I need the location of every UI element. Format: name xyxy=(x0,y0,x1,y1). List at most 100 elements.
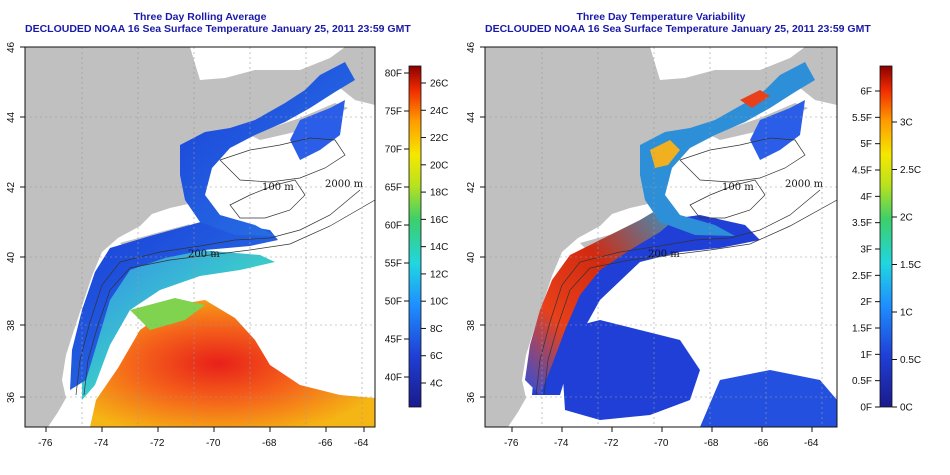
right-colorbar-c-label: 1.5C xyxy=(900,260,921,271)
right-var-bof-red xyxy=(740,90,770,108)
right-isobath-label-2000: 2000 m xyxy=(785,179,824,190)
left-y-tick-38: 38 xyxy=(6,319,17,331)
right-colorbar-f-label: 3.5F xyxy=(852,218,872,229)
left-isobath-label-2000: 2000 m xyxy=(325,179,364,190)
right-isobath-label-200: 200 m xyxy=(648,249,680,260)
right-x-tick-70: -70 xyxy=(654,438,669,449)
left-y-tick-46: 46 xyxy=(6,41,17,53)
right-map: 200 m 100 m 2000 m xyxy=(485,47,837,427)
right-colorbar-gradient xyxy=(879,65,893,408)
left-colorbar-gradient xyxy=(408,65,422,408)
left-x-tick-72: -72 xyxy=(150,438,165,449)
left-colorbar-f-label: 50F xyxy=(385,297,402,308)
right-colorbar-f-label: 0.5F xyxy=(852,376,872,387)
right-colorbar-f-label: 4.5F xyxy=(852,166,872,177)
left-colorbar-c-scale: 26C 24C 22C 20C 18C 16C 14C 12C 10C 8C 6C 4C xyxy=(421,79,448,390)
left-x-tick-66: -66 xyxy=(318,438,333,449)
left-x-tick-68: -68 xyxy=(262,438,277,449)
right-colorbar-c-label: 3C xyxy=(900,118,913,129)
right-colorbar-f-label: 0F xyxy=(860,403,872,414)
right-isobath-gom xyxy=(679,137,806,183)
right-colorbar-c-label: 1C xyxy=(900,308,913,319)
left-y-axis: 36 38 40 42 44 46 xyxy=(6,41,25,403)
left-colorbar-f-label: 65F xyxy=(385,183,402,194)
left-colorbar-f-label: 55F xyxy=(385,259,402,270)
left-subtitle: DECLOUDED NOAA 16 Sea Surface Temperatur… xyxy=(25,23,411,35)
right-colorbar-c-scale: 3C 2.5C 2C 1.5C 1C 0.5C 0C xyxy=(892,118,921,414)
left-y-tick-36: 36 xyxy=(6,391,17,403)
left-x-tick-74: -74 xyxy=(94,438,109,449)
right-y-tick-40: 40 xyxy=(466,251,477,263)
left-sst-gulfofmaine xyxy=(180,62,355,236)
left-sst-green-patch xyxy=(130,298,205,330)
left-colorbar-f-label: 40F xyxy=(385,373,402,384)
left-title: Three Day Rolling Average DECLOUDED NOAA… xyxy=(25,11,411,35)
right-y-axis: 36 38 40 42 44 46 xyxy=(466,41,485,403)
left-colorbar-c-label: 26C xyxy=(430,79,448,90)
left-colorbar-c-label: 16C xyxy=(430,215,448,226)
right-y-tick-46: 46 xyxy=(466,41,477,53)
right-x-tick-76: -76 xyxy=(504,438,519,449)
right-var-offshore xyxy=(560,320,700,420)
right-map-frame xyxy=(484,46,838,428)
right-colorbar-f-scale: 6F 5.5F 5F 4.5F 4F 3.5F 3F 2.5F 2F 1.5F 1F 0.5F 0F xyxy=(852,87,880,414)
right-colorbar-f-label: 5.5F xyxy=(852,113,872,124)
left-sst-slope xyxy=(82,250,275,400)
left-x-tick-70: -70 xyxy=(206,438,221,449)
left-land-mainland xyxy=(25,47,375,427)
left-colorbar-c-label: 24C xyxy=(430,106,448,117)
left-colorbar: 80F 75F 70F 65F 60F 55F 50F 45F 40F 26C 24C 22C 20C… xyxy=(385,65,448,408)
right-colorbar-f-label: 5F xyxy=(860,139,872,150)
right-x-tick-66: -66 xyxy=(754,438,769,449)
right-var-scotian xyxy=(750,100,805,160)
right-var-slope xyxy=(525,208,680,395)
left-map-frame xyxy=(24,46,376,428)
left-colorbar-f-label: 70F xyxy=(385,145,402,156)
left-colorbar-c-label: 6C xyxy=(430,351,443,362)
right-x-axis: -76 -74 -72 -70 -68 -66 -64 xyxy=(504,427,819,449)
left-sst-gulfstream xyxy=(90,300,375,427)
right-var-offshore2 xyxy=(700,370,837,427)
right-x-tick-72: -72 xyxy=(604,438,619,449)
right-grid xyxy=(485,47,837,427)
left-isobath-gom xyxy=(219,137,346,183)
left-colorbar-f-label: 80F xyxy=(385,69,402,80)
right-isobath-200m xyxy=(535,189,821,396)
right-colorbar-f-label: 6F xyxy=(860,87,872,98)
right-isobath-label-100: 100 m xyxy=(722,182,754,193)
right-y-tick-42: 42 xyxy=(466,181,477,193)
left-sst-shelf xyxy=(70,218,278,390)
left-colorbar-c-label: 14C xyxy=(430,242,448,253)
left-grid xyxy=(25,47,375,427)
left-colorbar-f-label: 60F xyxy=(385,221,402,232)
left-y-tick-40: 40 xyxy=(6,251,17,263)
right-x-tick-68: -68 xyxy=(704,438,719,449)
left-isobath-label-200: 200 m xyxy=(188,249,220,260)
right-colorbar-f-label: 2.5F xyxy=(852,271,872,282)
left-isobath-2000m xyxy=(83,199,375,396)
left-colorbar-c-label: 22C xyxy=(430,133,448,144)
right-y-tick-38: 38 xyxy=(466,319,477,331)
right-var-gom xyxy=(640,62,815,236)
right-colorbar-c-label: 2C xyxy=(900,213,913,224)
right-x-tick-64: -64 xyxy=(804,438,819,449)
right-colorbar-f-label: 4F xyxy=(860,192,872,203)
right-isobath-georges xyxy=(689,179,766,219)
right-colorbar-c-label: 0.5C xyxy=(900,355,921,366)
left-x-tick-76: -76 xyxy=(38,438,53,449)
left-isobath-200m xyxy=(75,189,361,396)
left-colorbar-c-label: 18C xyxy=(430,188,448,199)
right-isobath-2000m xyxy=(543,199,837,396)
left-colorbar-f-scale: 80F 75F 70F 65F 60F 55F 50F 45F 40F xyxy=(385,69,409,384)
right-colorbar-c-label: 2.5C xyxy=(900,165,921,176)
right-land-mainland xyxy=(485,47,837,427)
right-subtitle: DECLOUDED NOAA 16 Sea Surface Temperatur… xyxy=(485,23,871,35)
right-title: Three Day Temperature Variability DECLOU… xyxy=(485,11,871,35)
right-title-main: Three Day Temperature Variability xyxy=(576,11,746,23)
left-y-tick-44: 44 xyxy=(6,111,17,123)
right-colorbar-f-label: 3F xyxy=(860,245,872,256)
left-colorbar-c-label: 10C xyxy=(430,297,448,308)
right-x-tick-74: -74 xyxy=(554,438,569,449)
left-title-main: Three Day Rolling Average xyxy=(133,11,267,23)
